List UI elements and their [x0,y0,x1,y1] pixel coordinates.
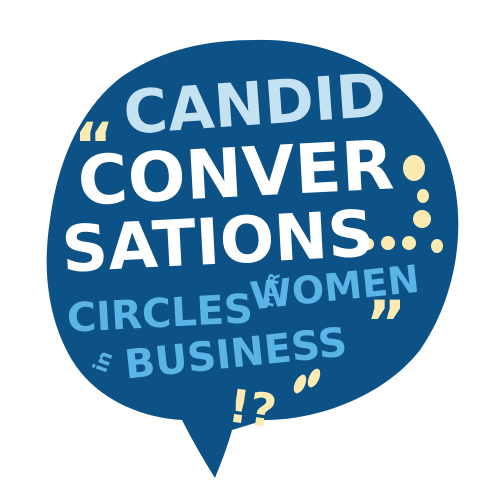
dot [417,189,429,203]
subtitle-circles: CIRCLES [66,286,254,342]
dot [381,236,395,250]
dot [413,210,431,228]
decorative-dots [362,155,443,253]
speech-bubble-shape [46,39,459,478]
dot [307,368,321,388]
small-quote-marks [293,368,321,394]
punctuation-exclaim-question: !? [225,378,280,438]
dot [402,236,416,250]
dot [362,238,374,250]
close-quote-mark: ” [366,287,407,360]
open-quote-mark: “ [74,109,115,182]
dot [431,239,443,253]
headline-conver: CONVER [76,126,396,221]
dot [293,374,307,394]
headline-sations: SATIONS [60,197,376,287]
dot [403,155,425,181]
